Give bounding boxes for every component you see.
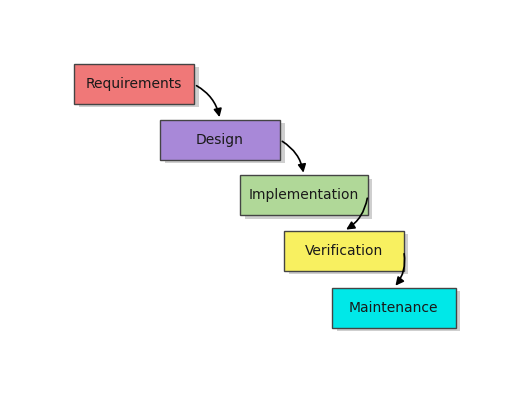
Text: Requirements: Requirements [86, 77, 182, 91]
FancyBboxPatch shape [337, 291, 460, 331]
Text: Design: Design [196, 133, 244, 147]
FancyBboxPatch shape [284, 231, 404, 271]
Text: Implementation: Implementation [249, 188, 359, 202]
FancyBboxPatch shape [160, 120, 280, 160]
FancyBboxPatch shape [79, 67, 199, 107]
Text: Maintenance: Maintenance [349, 301, 438, 315]
FancyBboxPatch shape [332, 288, 455, 328]
FancyBboxPatch shape [245, 179, 372, 219]
FancyBboxPatch shape [165, 123, 285, 163]
FancyBboxPatch shape [74, 64, 194, 105]
FancyBboxPatch shape [289, 234, 408, 274]
FancyBboxPatch shape [240, 175, 368, 215]
Text: Verification: Verification [305, 244, 383, 258]
